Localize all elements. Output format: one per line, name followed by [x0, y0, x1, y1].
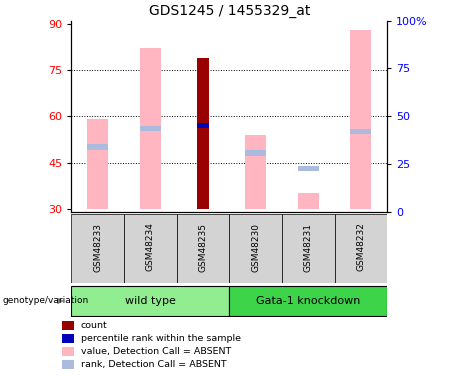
Bar	[87, 144, 108, 150]
Bar	[140, 48, 161, 209]
Text: GSM48234: GSM48234	[146, 223, 155, 272]
Bar	[62, 321, 74, 330]
Bar	[197, 123, 209, 128]
Bar	[245, 150, 266, 156]
Text: value, Detection Call = ABSENT: value, Detection Call = ABSENT	[81, 347, 231, 356]
Bar	[62, 334, 74, 343]
Text: Gata-1 knockdown: Gata-1 knockdown	[256, 296, 361, 306]
Text: wild type: wild type	[125, 296, 176, 306]
Text: count: count	[81, 321, 107, 330]
Bar	[229, 286, 387, 316]
Bar	[71, 286, 230, 316]
Text: genotype/variation: genotype/variation	[2, 296, 89, 305]
Bar	[245, 135, 266, 209]
Bar	[87, 119, 108, 209]
Bar	[229, 214, 282, 283]
Bar	[197, 58, 209, 209]
Text: percentile rank within the sample: percentile rank within the sample	[81, 334, 241, 343]
Bar	[124, 214, 177, 283]
Title: GDS1245 / 1455329_at: GDS1245 / 1455329_at	[148, 4, 310, 18]
Bar	[62, 347, 74, 356]
Bar	[140, 126, 161, 131]
Bar	[71, 214, 124, 283]
Bar	[350, 129, 372, 135]
Bar	[298, 194, 319, 209]
Bar	[62, 360, 74, 369]
Bar	[350, 30, 372, 209]
Bar	[298, 166, 319, 171]
Text: GSM48235: GSM48235	[199, 222, 207, 272]
Text: GSM48230: GSM48230	[251, 222, 260, 272]
Text: GSM48233: GSM48233	[93, 222, 102, 272]
Text: GSM48231: GSM48231	[304, 222, 313, 272]
Text: GSM48232: GSM48232	[356, 223, 366, 272]
Bar	[282, 214, 335, 283]
Text: rank, Detection Call = ABSENT: rank, Detection Call = ABSENT	[81, 360, 226, 369]
Bar	[177, 214, 229, 283]
Bar	[335, 214, 387, 283]
